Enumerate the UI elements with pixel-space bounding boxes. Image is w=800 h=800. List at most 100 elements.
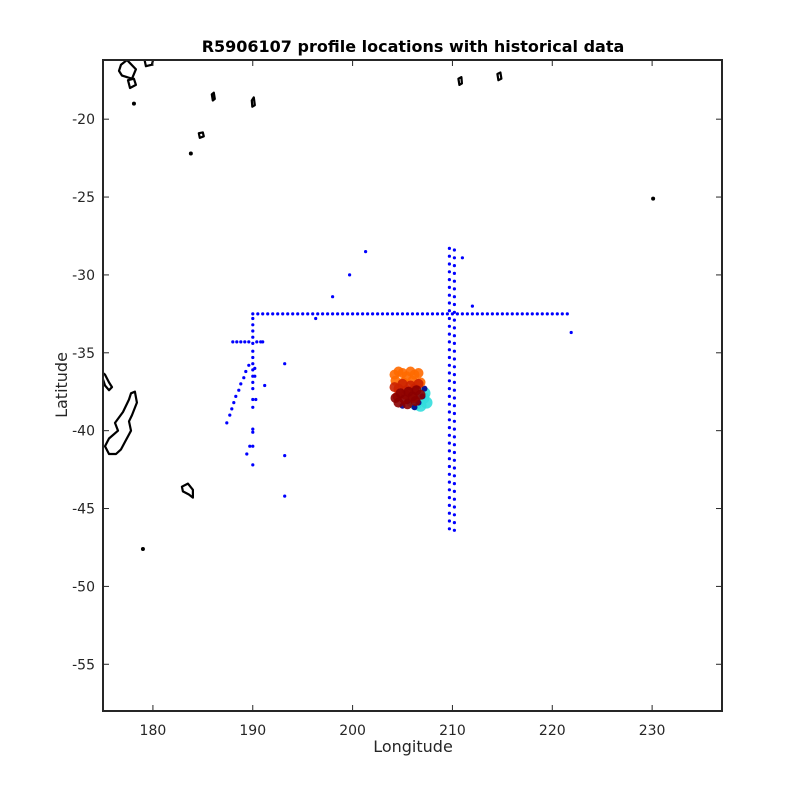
historical-point [251,387,255,391]
historical-point [395,312,400,316]
historical-point [447,441,451,445]
historical-point [447,363,451,367]
historical-point [510,312,514,316]
historical-point [452,334,456,338]
historical-point [400,312,405,316]
historical-point [447,433,451,437]
historical-point [248,444,252,448]
historical-point [271,312,275,316]
historical-point [425,312,430,316]
historical-point [452,513,456,517]
historical-point [366,312,370,316]
historical-point [452,419,456,423]
historical-point [410,312,415,316]
historical-point [490,312,494,316]
historical-point [452,365,456,369]
historical-point [520,312,524,316]
historical-point [452,326,456,330]
historical-point [535,312,539,316]
historical-point [480,312,484,316]
historical-point [447,324,451,328]
profile-point [393,397,404,408]
y-tick-label: -40 [72,424,95,440]
historical-point [242,376,246,380]
profile-point [421,385,428,392]
historical-point [452,271,456,275]
historical-point [460,312,464,316]
historical-point [235,340,239,344]
y-axis-label: Latitude [52,352,71,418]
historical-point [452,302,456,307]
x-tick-label: 180 [140,723,167,739]
historical-point [447,309,451,313]
historical-point [251,397,255,402]
historical-point [311,312,315,316]
historical-point [455,312,459,316]
historical-point [256,312,260,316]
coastline [103,390,138,456]
historical-point [261,340,265,344]
historical-point [321,312,325,316]
historical-point [452,287,456,291]
historical-point [228,413,232,417]
historical-point [505,312,509,316]
historical-point [251,444,255,448]
historical-point [430,312,435,316]
historical-point [420,312,425,316]
x-axis-label: Longitude [373,737,453,756]
historical-point [447,387,451,391]
historical-point [283,494,287,498]
historical-point [385,312,390,316]
historical-point [447,293,451,297]
historical-point [452,521,456,525]
historical-point [460,256,464,260]
historical-point [452,388,456,392]
historical-point [251,323,255,327]
historical-point [225,421,229,425]
profile-point [410,396,421,407]
historical-point [447,402,451,406]
historical-point [447,246,451,250]
historical-point [452,357,456,361]
historical-point [452,318,456,322]
historical-point [326,312,330,316]
historical-point [251,427,255,431]
historical-point [415,312,420,316]
coastline [180,482,194,499]
profile-points-layer [389,366,433,412]
historical-point [447,355,451,360]
historical-point [251,430,255,434]
historical-point [447,394,451,398]
historical-point [255,340,259,344]
historical-point [244,369,248,374]
historical-point [452,310,456,314]
historical-point [452,404,456,408]
historical-point [555,312,559,316]
historical-point [447,488,451,492]
island-dot [131,101,136,106]
historical-point [447,340,451,344]
historical-point [445,312,449,316]
historical-point [239,382,243,386]
historical-point [251,463,255,467]
historical-point [346,312,350,316]
historical-point [515,312,519,316]
historical-point [447,426,451,430]
y-tick-label: -30 [72,268,95,284]
coastline-layer [103,60,656,552]
historical-point [283,362,287,366]
historical-point [495,312,499,316]
y-tick-label: -50 [72,579,95,595]
historical-point [540,312,544,316]
historical-point [351,312,355,316]
historical-point [266,312,270,316]
historical-point [475,312,479,316]
historical-point [243,340,247,344]
historical-point [251,405,255,409]
historical-point [452,505,456,509]
historical-point [525,312,529,316]
historical-point [245,452,249,456]
historical-point [376,312,380,316]
historical-point [232,401,236,405]
